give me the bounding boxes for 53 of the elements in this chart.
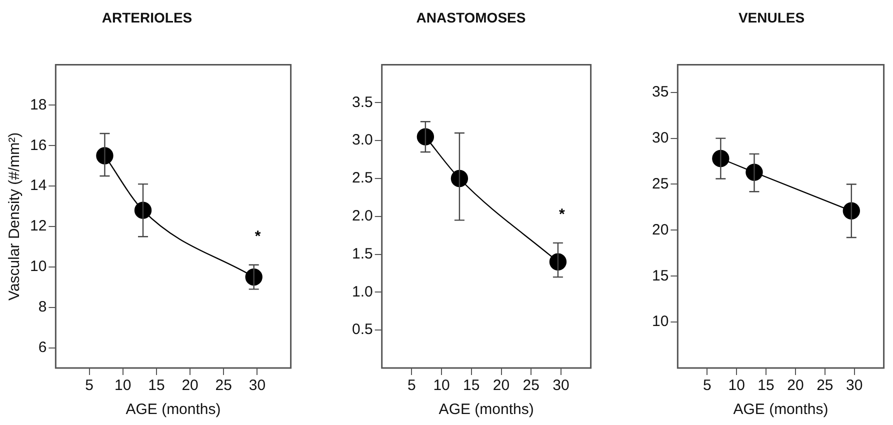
- chart-title: VENULES: [738, 9, 805, 26]
- x-axis-title: AGE (months): [438, 401, 534, 418]
- y-tick-label: 30: [652, 129, 669, 146]
- x-tick-label: 20: [787, 377, 804, 394]
- chart-title: ANASTOMOSES: [416, 9, 526, 26]
- x-tick-label: 5: [85, 377, 94, 394]
- x-tick-label: 15: [758, 377, 774, 394]
- x-tick-label: 5: [408, 377, 416, 394]
- y-axis-title: Vascular Density (#/mm²): [6, 132, 24, 300]
- x-tick-label: 30: [552, 377, 570, 394]
- y-tick-label: 3.5: [352, 94, 373, 111]
- y-tick-label: 1.5: [352, 245, 373, 262]
- y-tick-label: 8: [38, 298, 47, 316]
- x-tick-label: 15: [463, 377, 480, 394]
- x-axis-title: AGE (months): [733, 401, 828, 418]
- x-tick-label: 15: [148, 377, 165, 394]
- x-tick-label: 10: [433, 377, 450, 394]
- point: [842, 202, 860, 220]
- annotation: *: [559, 206, 566, 224]
- y-tick-label: 2.0: [352, 208, 373, 225]
- y-tick-label: 20: [652, 221, 669, 238]
- x-tick-label: 20: [182, 377, 198, 394]
- chart-title: ARTERIOLES: [102, 9, 192, 26]
- y-tick-label: 35: [652, 84, 669, 101]
- x-tick-label: 5: [702, 377, 712, 394]
- point: [450, 170, 468, 188]
- y-tick-label: 25: [652, 175, 669, 192]
- y-tick-label: 16: [30, 136, 47, 154]
- x-axis-title: AGE (months): [126, 401, 221, 418]
- y-tick-label: 10: [30, 258, 47, 276]
- x-tick-label: 25: [215, 377, 232, 394]
- x-tick-label: 25: [816, 377, 834, 394]
- y-tick-label: 18: [30, 96, 47, 114]
- point: [245, 268, 262, 286]
- y-tick-label: 15: [652, 267, 669, 284]
- x-tick-label: 30: [846, 377, 863, 394]
- point: [416, 128, 434, 146]
- x-tick-label: 20: [492, 377, 510, 394]
- y-tick-label: 3.0: [352, 132, 373, 149]
- y-tick-label: 0.5: [352, 321, 373, 338]
- y-tick-label: 12: [30, 218, 47, 235]
- x-tick-label: 10: [728, 377, 745, 394]
- point: [134, 202, 152, 219]
- y-tick-label: 6: [38, 338, 47, 356]
- x-tick-label: 30: [248, 377, 266, 394]
- x-tick-label: 10: [114, 377, 132, 394]
- y-tick-label: 2.5: [352, 170, 373, 187]
- x-tick-label: 25: [522, 377, 540, 394]
- y-tick-label: 14: [30, 177, 47, 194]
- y-tick-label: 10: [652, 313, 669, 330]
- annotation: *: [254, 228, 261, 246]
- y-tick-label: 1.0: [352, 283, 373, 300]
- point: [549, 253, 567, 270]
